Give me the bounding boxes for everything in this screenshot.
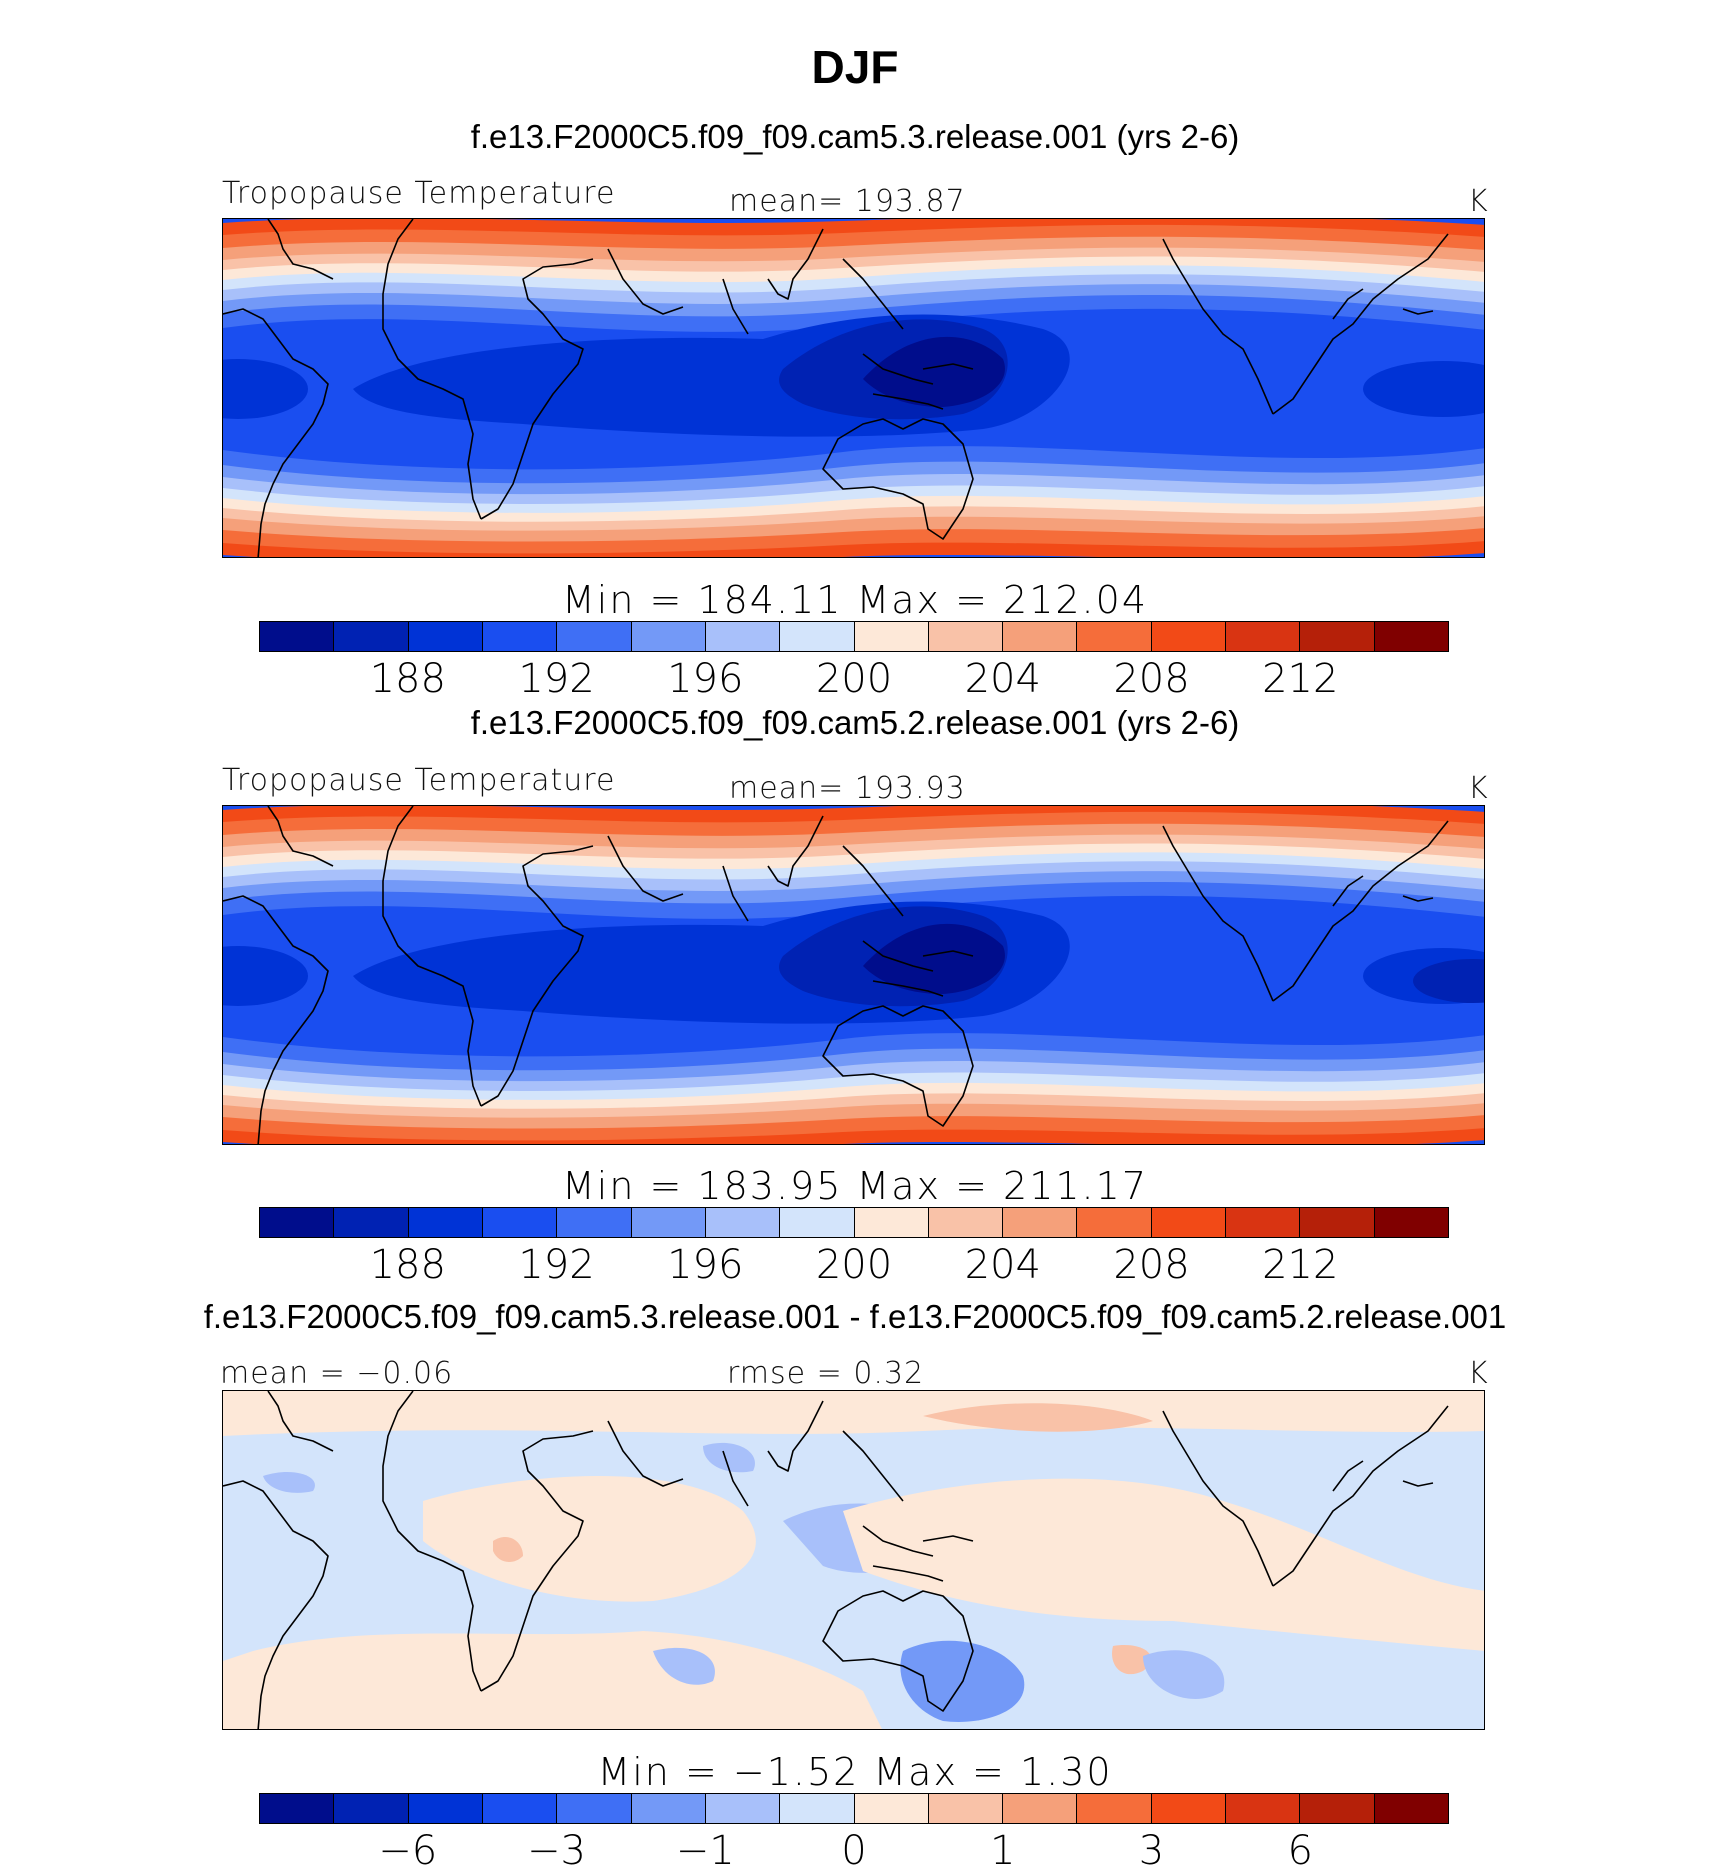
panel-3-minmax: Min = −1.52 Max = 1.30 <box>597 1750 1113 1794</box>
colorbar-tick-label: 1 <box>990 1828 1016 1874</box>
colorbar-box <box>1300 1794 1375 1823</box>
colorbar-box <box>1077 1208 1152 1237</box>
colorbar-tick-label: 204 <box>964 1242 1041 1288</box>
colorbar-box <box>705 622 781 651</box>
colorbar-box <box>1374 1208 1448 1237</box>
colorbar-box <box>1226 1794 1301 1823</box>
colorbar-tick-label: 208 <box>1113 656 1190 702</box>
panel-1-minmax: Min = 184.11 Max = 212.04 <box>562 578 1148 622</box>
colorbar-box <box>780 622 855 651</box>
panel-2-variable-label: Tropopause Temperature <box>222 763 616 798</box>
colorbar-box <box>260 1208 335 1237</box>
colorbar-tick-label: 204 <box>964 656 1041 702</box>
colorbar-box <box>334 1794 409 1823</box>
panel-3-mean-label: mean = −0.06 <box>220 1356 454 1391</box>
colorbar-box <box>1077 1794 1152 1823</box>
colorbar-tick-label: −1 <box>675 1828 735 1874</box>
panel-3-title: f.e13.F2000C5.f09_f09.cam5.3.release.001… <box>203 1298 1507 1335</box>
panel-2-colorbar <box>259 1207 1449 1238</box>
colorbar-box <box>260 1794 335 1823</box>
panel-2-map <box>222 805 1485 1145</box>
colorbar-box <box>1374 622 1448 651</box>
colorbar-box <box>631 622 706 651</box>
colorbar-tick-label: 6 <box>1287 1828 1313 1874</box>
coastlines <box>223 219 1449 557</box>
colorbar-tick-label: −3 <box>527 1828 586 1874</box>
colorbar-box <box>334 622 409 651</box>
panel-1-units: K <box>1468 184 1489 219</box>
colorbar-tick-label: 212 <box>1262 656 1339 702</box>
coastlines <box>223 806 1449 1144</box>
colorbar-box <box>928 1794 1004 1823</box>
colorbar-box <box>854 622 929 651</box>
colorbar-box <box>557 1794 632 1823</box>
colorbar-box <box>1300 622 1375 651</box>
panel-1-variable-label: Tropopause Temperature <box>222 176 616 211</box>
colorbar-box <box>1003 1794 1078 1823</box>
panel-1-field <box>223 219 1484 557</box>
colorbar-box <box>705 1208 781 1237</box>
colorbar-box <box>408 1794 483 1823</box>
colorbar-box <box>705 1794 781 1823</box>
colorbar-box <box>854 1208 929 1237</box>
panel-3-units: K <box>1468 1356 1489 1391</box>
colorbar-box <box>408 1208 483 1237</box>
colorbar-tick-label: −6 <box>378 1828 438 1874</box>
colorbar-box <box>854 1794 929 1823</box>
colorbar-box <box>1226 1208 1301 1237</box>
coastlines <box>223 1391 1449 1729</box>
panel-2-mean-label: mean= 193.93 <box>729 771 966 806</box>
colorbar-box <box>928 622 1004 651</box>
colorbar-box <box>482 622 558 651</box>
panel-1-colorbar <box>259 621 1449 652</box>
colorbar-tick-label: 192 <box>518 1242 595 1288</box>
colorbar-tick-label: 192 <box>518 656 595 702</box>
colorbar-box <box>1374 1794 1448 1823</box>
panel-1-map <box>222 218 1485 558</box>
panel-2-field <box>223 806 1484 1144</box>
colorbar-tick-label: 208 <box>1113 1242 1190 1288</box>
colorbar-tick-label: 188 <box>369 1242 446 1288</box>
colorbar-box <box>1003 622 1078 651</box>
colorbar-box <box>1003 1208 1078 1237</box>
colorbar-tick-label: 196 <box>667 656 744 702</box>
panel-3-colorbar <box>259 1793 1449 1824</box>
panel-1-mean-label: mean= 193.87 <box>729 184 966 219</box>
colorbar-box <box>780 1794 855 1823</box>
colorbar-box <box>631 1794 706 1823</box>
panel-2-minmax: Min = 183.95 Max = 211.17 <box>562 1164 1148 1208</box>
colorbar-tick-label: 200 <box>815 1242 893 1288</box>
colorbar-tick-label: 0 <box>841 1828 867 1874</box>
panel-3-field <box>223 1391 1484 1729</box>
panel-3-map <box>222 1390 1485 1730</box>
colorbar-box <box>260 622 335 651</box>
colorbar-tick-label: 200 <box>815 656 893 702</box>
colorbar-box <box>1077 622 1152 651</box>
colorbar-box <box>482 1208 558 1237</box>
colorbar-box <box>1151 622 1227 651</box>
colorbar-tick-label: 3 <box>1138 1828 1165 1874</box>
colorbar-tick-label: 196 <box>667 1242 744 1288</box>
main-title: DJF <box>811 41 899 93</box>
colorbar-box <box>1151 1794 1227 1823</box>
colorbar-box <box>557 622 632 651</box>
colorbar-box <box>928 1208 1004 1237</box>
colorbar-tick-label: 212 <box>1262 1242 1339 1288</box>
colorbar-box <box>1300 1208 1375 1237</box>
panel-3-rmse-label: rmse = 0.32 <box>727 1356 925 1391</box>
colorbar-box <box>557 1208 632 1237</box>
panel-2-units: K <box>1468 771 1489 806</box>
colorbar-tick-label: 188 <box>369 656 446 702</box>
colorbar-box <box>482 1794 558 1823</box>
panel-2-title: f.e13.F2000C5.f09_f09.cam5.2.release.001… <box>470 704 1240 741</box>
colorbar-box <box>780 1208 855 1237</box>
colorbar-box <box>631 1208 706 1237</box>
colorbar-box <box>408 622 483 651</box>
colorbar-box <box>1226 622 1301 651</box>
panel-1-title: f.e13.F2000C5.f09_f09.cam5.3.release.001… <box>470 118 1240 155</box>
colorbar-box <box>334 1208 409 1237</box>
colorbar-box <box>1151 1208 1227 1237</box>
